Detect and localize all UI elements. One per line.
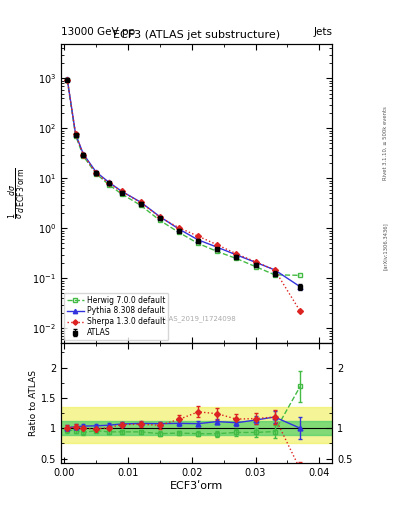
Herwig 7.0.0 default <box>253 264 258 270</box>
Sherpa 1.3.0 default <box>73 131 78 137</box>
Pythia 8.308 default <box>94 169 98 175</box>
Pythia 8.308 default <box>272 267 277 273</box>
Pythia 8.308 default <box>119 188 124 194</box>
Herwig 7.0.0 default <box>234 255 239 262</box>
Sherpa 1.3.0 default <box>272 267 277 273</box>
Herwig 7.0.0 default <box>176 229 181 236</box>
Pythia 8.308 default <box>234 252 239 258</box>
Line: Pythia 8.308 default: Pythia 8.308 default <box>65 77 303 289</box>
Sherpa 1.3.0 default <box>81 152 86 158</box>
Sherpa 1.3.0 default <box>215 242 220 248</box>
Herwig 7.0.0 default <box>73 133 78 139</box>
Y-axis label: Ratio to ATLAS: Ratio to ATLAS <box>29 370 38 436</box>
Herwig 7.0.0 default <box>215 248 220 254</box>
Title: ECF3 (ATLAS jet substructure): ECF3 (ATLAS jet substructure) <box>113 30 280 40</box>
Y-axis label: $\frac{1}{\sigma}\frac{d\sigma}{d\,\mathrm{ECF3'orm}}$: $\frac{1}{\sigma}\frac{d\sigma}{d\,\math… <box>6 167 28 219</box>
Pythia 8.308 default <box>215 244 220 250</box>
Sherpa 1.3.0 default <box>107 180 111 186</box>
Pythia 8.308 default <box>73 131 78 137</box>
Sherpa 1.3.0 default <box>158 214 162 220</box>
Sherpa 1.3.0 default <box>65 76 70 82</box>
Pythia 8.308 default <box>253 259 258 265</box>
Herwig 7.0.0 default <box>196 240 200 246</box>
Herwig 7.0.0 default <box>138 202 143 208</box>
Herwig 7.0.0 default <box>119 191 124 197</box>
Pythia 8.308 default <box>107 179 111 185</box>
Line: Sherpa 1.3.0 default: Sherpa 1.3.0 default <box>65 77 302 313</box>
Pythia 8.308 default <box>65 76 70 82</box>
Pythia 8.308 default <box>298 284 303 290</box>
Pythia 8.308 default <box>158 214 162 220</box>
Text: Jets: Jets <box>313 27 332 37</box>
Text: ATLAS_2019_I1724098: ATLAS_2019_I1724098 <box>157 316 236 323</box>
Sherpa 1.3.0 default <box>196 233 200 239</box>
Pythia 8.308 default <box>196 237 200 243</box>
Herwig 7.0.0 default <box>65 77 70 83</box>
Herwig 7.0.0 default <box>81 153 86 159</box>
Text: [arXiv:1306.3436]: [arXiv:1306.3436] <box>383 222 387 270</box>
Text: Rivet 3.1.10, ≥ 500k events: Rivet 3.1.10, ≥ 500k events <box>383 106 387 180</box>
Sherpa 1.3.0 default <box>176 225 181 231</box>
X-axis label: ECF3ʹorm: ECF3ʹorm <box>170 481 223 491</box>
Sherpa 1.3.0 default <box>94 170 98 176</box>
Herwig 7.0.0 default <box>94 170 98 177</box>
Herwig 7.0.0 default <box>298 272 303 279</box>
Sherpa 1.3.0 default <box>253 259 258 265</box>
Sherpa 1.3.0 default <box>298 308 303 314</box>
Pythia 8.308 default <box>81 151 86 157</box>
Pythia 8.308 default <box>176 226 181 232</box>
Sherpa 1.3.0 default <box>234 251 239 257</box>
Text: 13000 GeV pp: 13000 GeV pp <box>61 27 135 37</box>
Line: Herwig 7.0.0 default: Herwig 7.0.0 default <box>65 78 303 278</box>
Herwig 7.0.0 default <box>158 217 162 223</box>
Legend: Herwig 7.0.0 default, Pythia 8.308 default, Sherpa 1.3.0 default, ATLAS: Herwig 7.0.0 default, Pythia 8.308 defau… <box>64 292 168 340</box>
Herwig 7.0.0 default <box>272 272 277 278</box>
Pythia 8.308 default <box>138 199 143 205</box>
Sherpa 1.3.0 default <box>138 199 143 205</box>
Sherpa 1.3.0 default <box>119 188 124 195</box>
Herwig 7.0.0 default <box>107 182 111 188</box>
